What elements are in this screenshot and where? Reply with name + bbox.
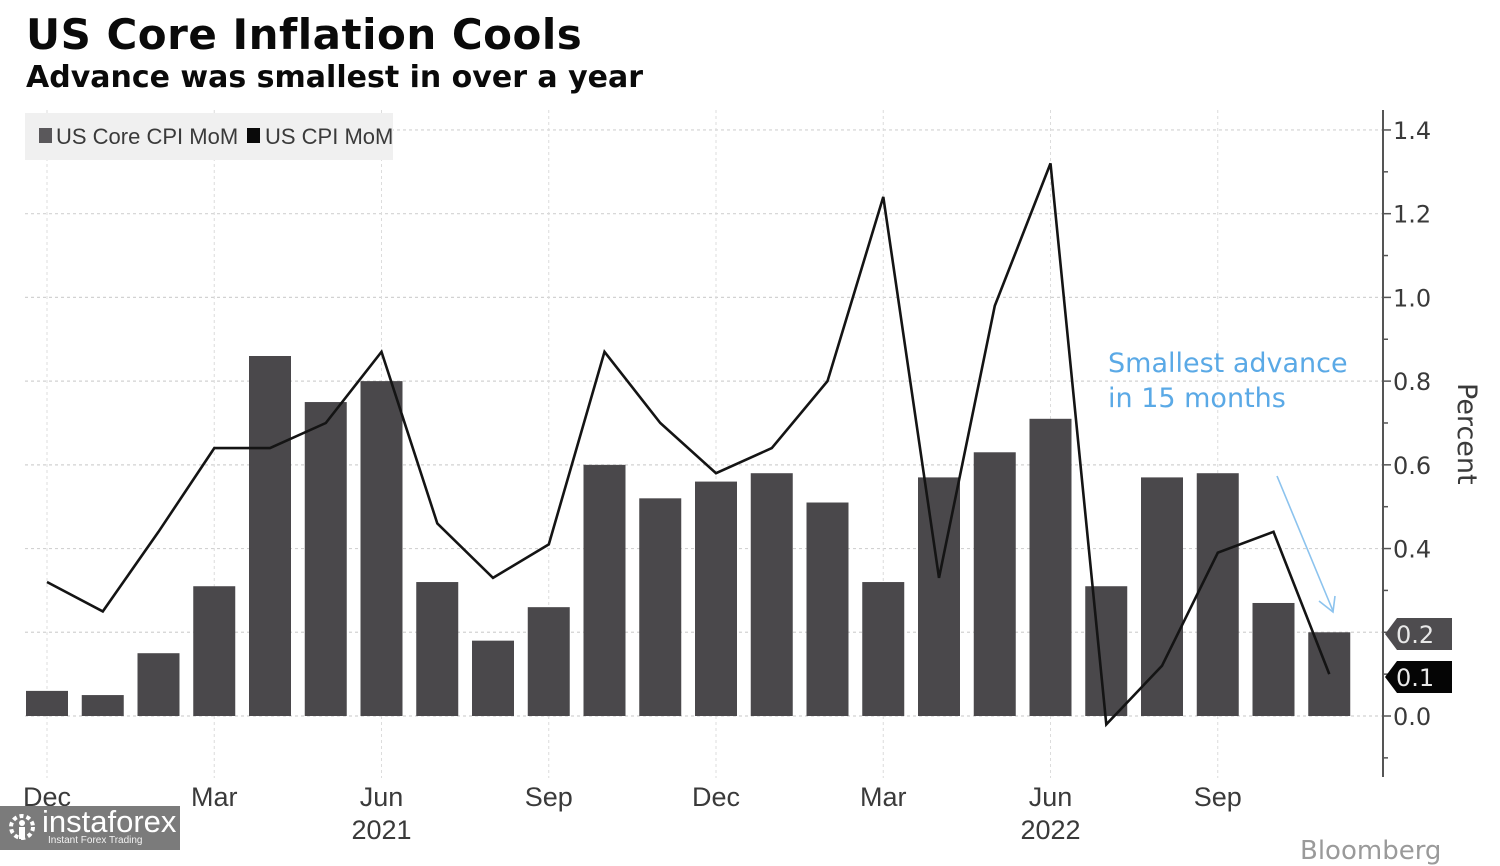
x-tick-label: Mar	[860, 782, 907, 812]
x-tick-label: Sep	[525, 782, 573, 812]
badge-cpi-value: 0.1	[1396, 664, 1434, 692]
bar-may-2021	[305, 402, 347, 716]
y-tick-label: 0.4	[1393, 536, 1431, 564]
bar-nov-2021	[639, 498, 681, 716]
bar-jan-2022	[751, 473, 793, 716]
bar-mar-2021	[193, 586, 235, 716]
legend-label-cpi: US CPI MoM	[265, 124, 393, 149]
legend-label-core-cpi: US Core CPI MoM	[56, 124, 238, 149]
bar-dec-2020	[26, 691, 68, 716]
gear-person-icon	[6, 811, 38, 843]
source-watermark: Bloomberg	[1300, 836, 1441, 866]
bar-apr-2022	[918, 477, 960, 716]
y-axis-title: Percent	[1451, 383, 1482, 485]
x-tick-label: Jun	[360, 782, 404, 812]
bar-aug-2021	[472, 641, 514, 716]
legend: US Core CPI MoM US CPI MoM	[39, 124, 393, 149]
line-series-cpi	[47, 163, 1329, 724]
bar-sep-2021	[528, 607, 570, 716]
bar-jan-2021	[82, 695, 124, 716]
bar-dec-2021	[695, 482, 737, 716]
last-value-badges: 0.2 0.1	[1385, 618, 1452, 693]
x-year-label: 2022	[1020, 815, 1080, 845]
bar-oct-2022	[1253, 603, 1295, 716]
instaforex-logo: instaforex Instant Forex Trading	[0, 806, 180, 850]
cpi-line	[47, 163, 1329, 724]
bar-jul-2022	[1085, 586, 1127, 716]
bar-feb-2022	[807, 503, 849, 716]
x-tick-label: Jun	[1029, 782, 1073, 812]
badge-core-cpi-value: 0.2	[1396, 621, 1434, 649]
x-year-label: 2021	[351, 815, 411, 845]
y-tick-label: 1.2	[1393, 201, 1431, 229]
y-tick-label: 1.0	[1393, 284, 1431, 312]
annotation-line-2: in 15 months	[1108, 383, 1286, 414]
bar-jun-2021	[361, 381, 403, 716]
legend-swatch-cpi	[247, 128, 260, 143]
bar-may-2022	[974, 452, 1016, 716]
logo-tagline: Instant Forex Trading	[48, 835, 143, 846]
bar-mar-2022	[862, 582, 904, 716]
annotation-arrow-shaft	[1277, 476, 1333, 611]
y-tick-label: 0.6	[1393, 452, 1431, 480]
x-tick-label: Sep	[1194, 782, 1242, 812]
y-tick-label: 0.0	[1393, 703, 1431, 731]
bar-jun-2022	[1030, 419, 1072, 716]
x-tick-label: Dec	[692, 782, 740, 812]
bar-jul-2021	[416, 582, 458, 716]
annotation-line-1: Smallest advance	[1108, 348, 1348, 379]
y-tick-label: 0.8	[1393, 368, 1431, 396]
y-tick-label: 1.4	[1393, 117, 1431, 145]
legend-swatch-core-cpi	[39, 128, 52, 143]
bar-sep-2022	[1197, 473, 1239, 716]
bar-feb-2021	[138, 653, 180, 716]
bar-oct-2021	[584, 465, 626, 716]
x-tick-label: Mar	[191, 782, 238, 812]
bar-apr-2021	[249, 356, 291, 716]
